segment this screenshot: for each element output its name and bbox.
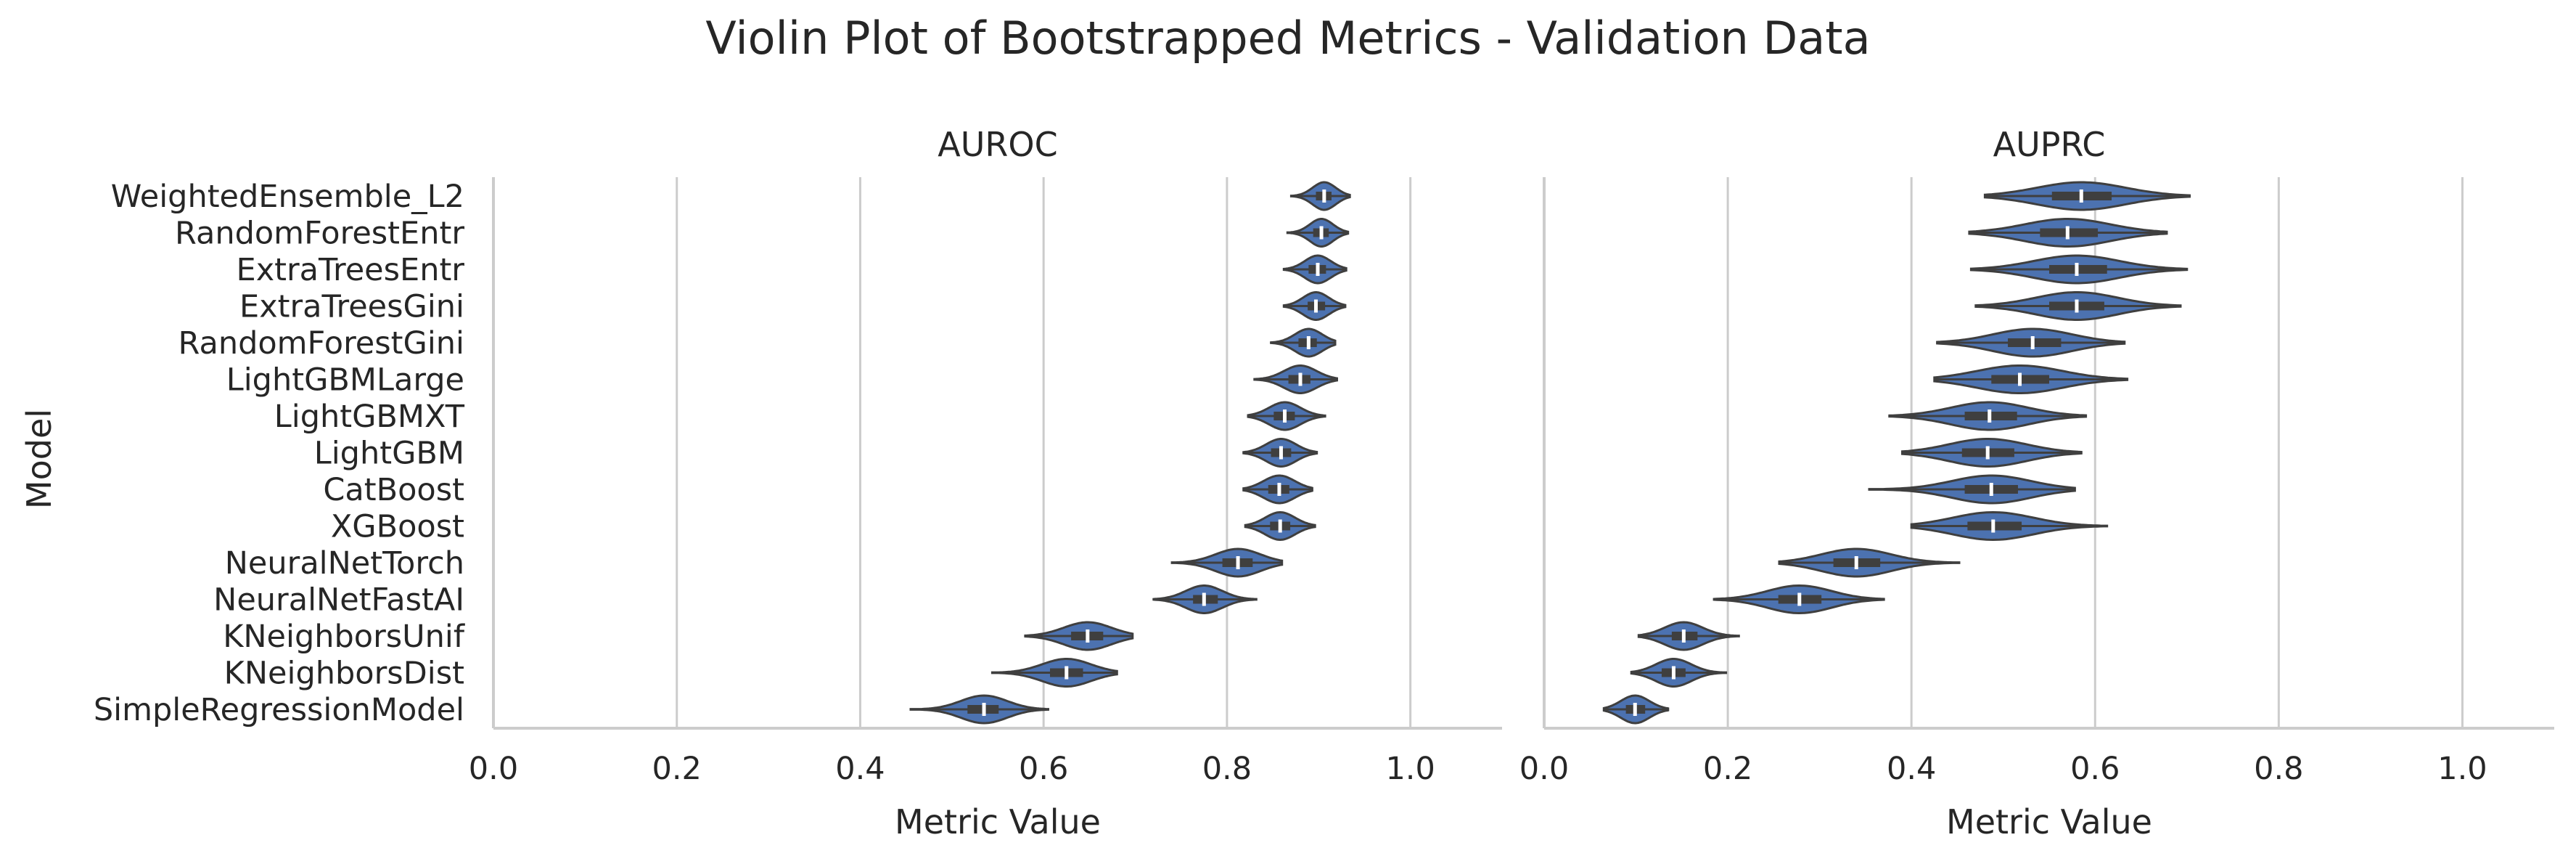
violin-kneighborsdist bbox=[1630, 658, 1728, 688]
violin-median-marker bbox=[2075, 263, 2079, 276]
panel-auprc: 0.0 0.2 0.4 0.6 0.8 1.0 AUPRC Metric Value bbox=[1519, 125, 2554, 841]
violin-median-marker bbox=[982, 703, 986, 716]
y-tick-label: CatBoost bbox=[323, 472, 464, 508]
violin-lightgbmlarge bbox=[1253, 364, 1338, 394]
violin-median-marker bbox=[1322, 189, 1326, 203]
violin-neuralnetfastai bbox=[1152, 584, 1258, 614]
violin-kneighborsunif bbox=[1024, 621, 1134, 651]
violin-extratreesentr bbox=[1282, 254, 1348, 285]
x-tick-label: 0.8 bbox=[1202, 751, 1252, 787]
violin-median-marker bbox=[1283, 409, 1287, 423]
y-tick-label: RandomForestGini bbox=[179, 325, 464, 362]
x-tick-label: 0.4 bbox=[1887, 751, 1936, 787]
y-tick-label: LightGBM bbox=[314, 436, 464, 472]
panel-title: AUROC bbox=[938, 125, 1057, 164]
violin-neuralnettorch bbox=[1778, 547, 1961, 578]
violin-neuralnettorch bbox=[1170, 547, 1284, 578]
violin-median-marker bbox=[1086, 629, 1090, 643]
y-tick-label: XGBoost bbox=[331, 509, 464, 545]
y-tick-label: LightGBMLarge bbox=[226, 362, 464, 399]
violin-neuralnetfastai bbox=[1712, 584, 1885, 615]
violin-median-marker bbox=[1854, 556, 1858, 569]
violin-extratreesgini bbox=[1282, 291, 1347, 321]
violin-median-marker bbox=[1065, 666, 1069, 680]
violin-median-marker bbox=[1985, 446, 1990, 460]
x-tick-label: 0.0 bbox=[469, 751, 518, 787]
violin-xgboost bbox=[1244, 510, 1316, 542]
violin-median-marker bbox=[1797, 592, 1802, 606]
violin-catboost bbox=[1868, 474, 2076, 505]
violin-median-marker bbox=[2030, 336, 2035, 349]
violin-randomforestgini bbox=[1936, 327, 2126, 358]
violin-median-marker bbox=[1279, 446, 1283, 460]
x-tick-label: 0.6 bbox=[1019, 751, 1068, 787]
violin-median-marker bbox=[1991, 519, 1995, 533]
x-tick-label: 0.8 bbox=[2254, 751, 2303, 787]
violin-median-marker bbox=[2075, 299, 2079, 313]
violin-median-marker bbox=[1277, 483, 1281, 496]
violin-median-marker bbox=[1202, 592, 1206, 606]
violin-simpleregressionmodel bbox=[1602, 694, 1670, 725]
violin-lightgbm bbox=[1242, 438, 1318, 468]
violin-weightedensemble-l2 bbox=[1289, 181, 1351, 211]
y-tick-label: ExtraTreesGini bbox=[239, 289, 464, 325]
y-tick-label: KNeighborsDist bbox=[224, 656, 464, 692]
y-tick-label: NeuralNetFastAI bbox=[213, 582, 464, 619]
violin-median-marker bbox=[1671, 666, 1675, 680]
x-tick-label: 0.4 bbox=[835, 751, 885, 787]
violin-median-marker bbox=[2018, 372, 2022, 386]
y-tick-label: RandomForestEntr bbox=[175, 216, 464, 252]
violin-lightgbm bbox=[1901, 438, 2083, 468]
violin-randomforestentr bbox=[1286, 218, 1350, 248]
violin-extratreesentr bbox=[1969, 254, 2189, 285]
violin-simpleregressionmodel bbox=[909, 694, 1049, 725]
x-tick-label: 1.0 bbox=[2437, 751, 2487, 787]
violin-iqr-box bbox=[2008, 338, 2062, 347]
y-tick-label: KNeighborsUnif bbox=[223, 619, 465, 655]
violin-median-marker bbox=[1681, 629, 1686, 643]
violin-median-marker bbox=[1316, 263, 1320, 276]
violin-median-marker bbox=[1319, 226, 1324, 240]
panel-title: AUPRC bbox=[1993, 125, 2106, 164]
violin-median-marker bbox=[2065, 226, 2070, 240]
violin-median-marker bbox=[1989, 483, 1993, 496]
x-tick-label: 0.2 bbox=[1703, 751, 1752, 787]
x-axis-label: Metric Value bbox=[895, 802, 1101, 841]
y-tick-label: ExtraTreesEntr bbox=[237, 252, 465, 288]
violin-catboost bbox=[1242, 474, 1313, 505]
x-tick-label: 0.0 bbox=[1519, 751, 1569, 787]
x-tick-label: 0.6 bbox=[2070, 751, 2120, 787]
violin-lightgbmxt bbox=[1247, 401, 1326, 431]
violin-randomforestentr bbox=[1968, 218, 2168, 248]
violin-median-marker bbox=[2079, 189, 2083, 203]
violin-median-marker bbox=[1988, 409, 1992, 423]
violin-lightgbmlarge bbox=[1933, 364, 2129, 394]
violin-weightedensemble-l2 bbox=[1983, 181, 2191, 211]
x-tick-label: 1.0 bbox=[1385, 751, 1435, 787]
x-tick-label: 0.2 bbox=[652, 751, 702, 787]
violin-kneighborsunif bbox=[1637, 621, 1740, 651]
violin-median-marker bbox=[1298, 372, 1303, 386]
y-tick-label: LightGBMXT bbox=[274, 399, 465, 435]
violin-kneighborsdist bbox=[990, 658, 1118, 688]
violin-median-marker bbox=[1278, 519, 1282, 533]
x-axis-label: Metric Value bbox=[1946, 802, 2152, 841]
panel-auroc: 0.0 0.2 0.4 0.6 0.8 1.0 AUROC Metric Value Weigh… bbox=[94, 125, 1502, 841]
y-tick-label: WeightedEnsemble_L2 bbox=[111, 179, 464, 215]
violin-xgboost bbox=[1910, 510, 2109, 542]
violin-median-marker bbox=[1313, 299, 1318, 313]
violin-randomforestgini bbox=[1270, 327, 1337, 358]
violin-median-marker bbox=[1306, 336, 1310, 349]
y-tick-label: SimpleRegressionModel bbox=[94, 692, 464, 728]
violin-median-marker bbox=[1236, 556, 1240, 569]
chart-title: Violin Plot of Bootstrapped Metrics - Va… bbox=[705, 12, 1870, 65]
violin-median-marker bbox=[1633, 703, 1637, 716]
violin-extratreesgini bbox=[1974, 291, 2182, 321]
y-tick-label: NeuralNetTorch bbox=[225, 545, 464, 582]
violin-lightgbmxt bbox=[1888, 401, 2088, 431]
y-axis-label: Model bbox=[20, 409, 59, 509]
